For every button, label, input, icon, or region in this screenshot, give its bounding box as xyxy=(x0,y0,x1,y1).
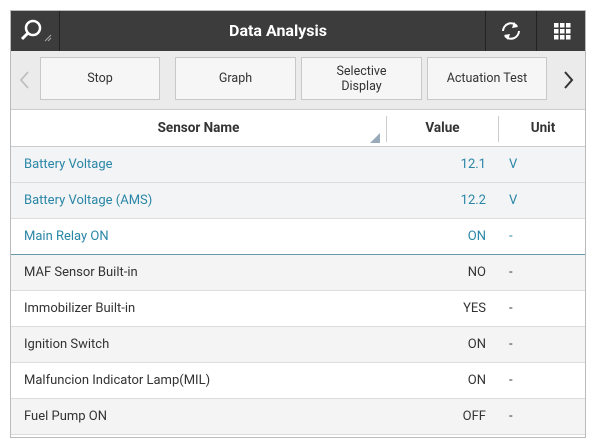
sensor-unit: - xyxy=(509,373,513,388)
column-header[interactable]: Unit xyxy=(530,120,556,136)
scroll-right[interactable] xyxy=(560,69,576,91)
sensor-value: 12.1 xyxy=(460,157,486,172)
scroll-left[interactable] xyxy=(17,69,33,91)
sensor-unit: - xyxy=(509,265,513,280)
toolbar-button[interactable]: Stop xyxy=(40,57,160,100)
table-row[interactable]: Immobilizer Built-in YES - xyxy=(11,291,585,327)
table-row[interactable]: Fuel Pump ON OFF - xyxy=(11,399,585,435)
sensor-value: OFF xyxy=(462,409,486,424)
menu-button[interactable] xyxy=(537,11,586,51)
toolbar: Stop Graph Selective Display Actuation Test xyxy=(11,51,585,110)
table-row[interactable]: Battery Voltage (AMS) 12.2 V xyxy=(11,183,585,219)
sensor-value: YES xyxy=(463,301,486,316)
column-header[interactable]: Sensor Name xyxy=(157,120,240,136)
sensor-name: Ignition Switch xyxy=(24,337,110,352)
sensor-value: NO xyxy=(467,265,486,280)
top-bar: Data Analysis xyxy=(11,11,585,51)
table-row[interactable]: Malfuncion Indicator Lamp(MIL) ON - xyxy=(11,363,585,399)
toolbar-button[interactable]: Actuation Test xyxy=(427,57,547,100)
sensor-value: ON xyxy=(467,337,486,352)
sensor-unit: - xyxy=(509,409,513,424)
table-header: Sensor Name Value Unit xyxy=(11,110,585,147)
column-header[interactable]: Value xyxy=(425,120,460,136)
table-row[interactable]: Main Relay ON ON - xyxy=(11,219,585,255)
sensor-value: 12.2 xyxy=(460,193,486,208)
table-row[interactable]: Ignition Switch ON - xyxy=(11,327,585,363)
sort-indicator xyxy=(370,133,380,143)
sensor-unit: - xyxy=(509,229,513,244)
sensor-name: MAF Sensor Built-in xyxy=(24,265,138,280)
sensor-unit: V xyxy=(509,193,518,208)
sensor-value: ON xyxy=(467,373,486,388)
data-analysis-screen: Data Analysis Stop Graph Selective Display… xyxy=(10,10,586,438)
title: Data Analysis xyxy=(229,21,327,40)
search-button[interactable] xyxy=(11,11,61,51)
sensor-name: Battery Voltage xyxy=(24,157,113,172)
sensor-value: ON xyxy=(467,229,486,244)
table-row[interactable]: MAF Sensor Built-in NO - xyxy=(11,255,585,291)
sensor-name: Battery Voltage (AMS) xyxy=(24,193,153,208)
toolbar-button[interactable]: Graph xyxy=(175,57,296,100)
sensor-name: Fuel Pump ON xyxy=(24,409,108,424)
sensor-name: Immobilizer Built-in xyxy=(24,301,136,316)
sensor-unit: V xyxy=(509,157,518,172)
sensor-name: Main Relay ON xyxy=(24,229,109,244)
refresh-button[interactable] xyxy=(486,11,536,51)
sensor-unit: - xyxy=(509,301,513,316)
sensor-name: Malfuncion Indicator Lamp(MIL) xyxy=(24,373,211,388)
table-body: Battery Voltage 12.1 V Battery Voltage (AMS… xyxy=(11,147,585,435)
table-row[interactable]: Battery Voltage 12.1 V xyxy=(11,147,585,183)
toolbar-button[interactable]: Selective Display xyxy=(301,57,422,100)
sensor-unit: - xyxy=(509,337,513,352)
